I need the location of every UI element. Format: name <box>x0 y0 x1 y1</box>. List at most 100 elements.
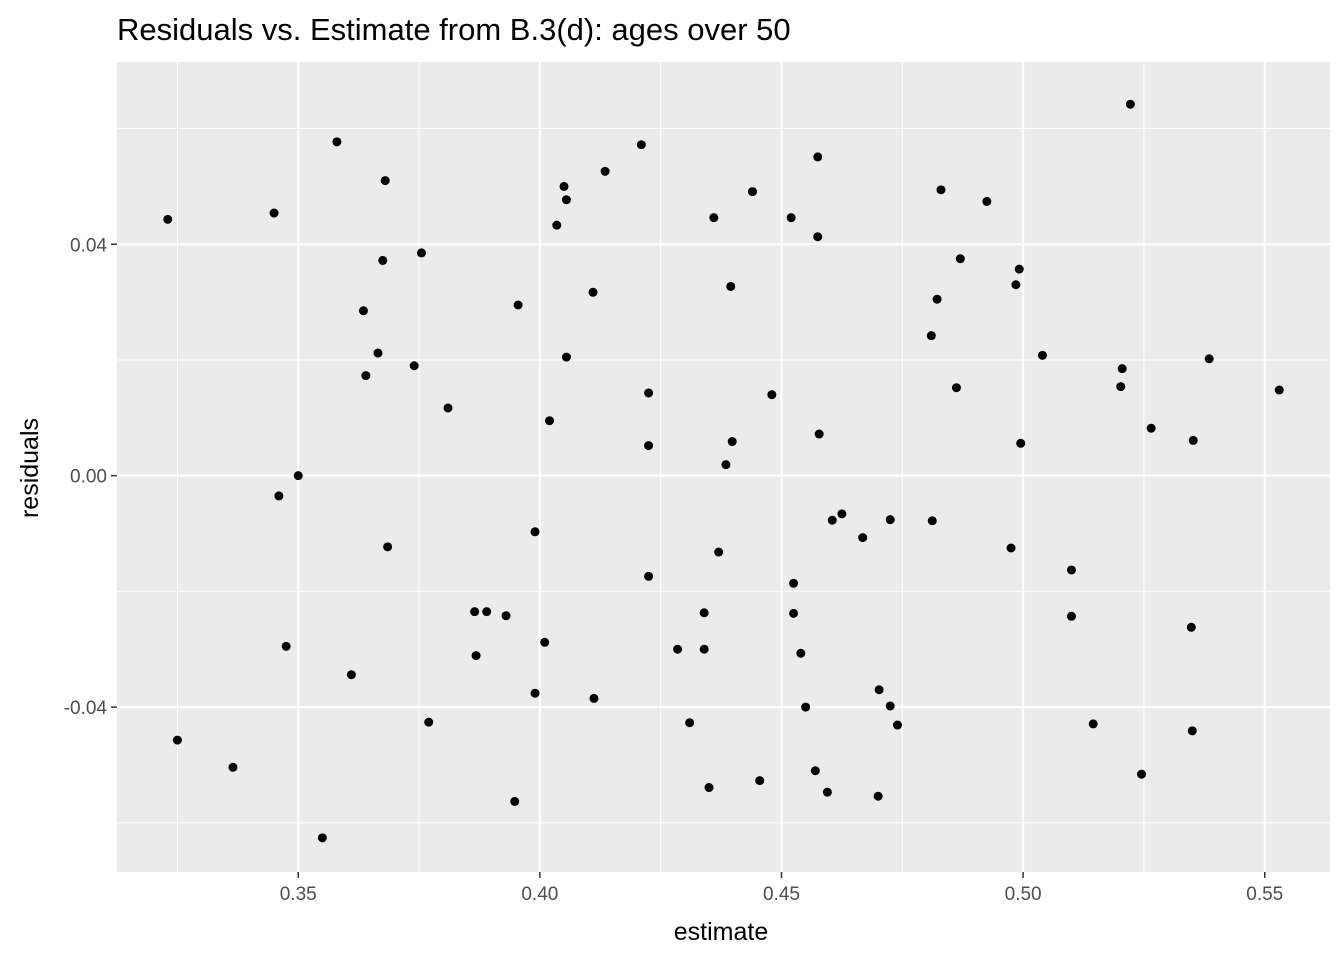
data-point <box>767 390 777 400</box>
data-point <box>1088 719 1098 729</box>
data-point <box>837 509 847 519</box>
data-point <box>409 361 419 371</box>
data-point <box>1014 264 1024 274</box>
data-point <box>932 294 942 304</box>
data-point <box>1037 350 1047 360</box>
x-axis-label: estimate <box>674 918 768 946</box>
data-point <box>281 641 291 651</box>
data-point <box>1116 382 1126 392</box>
data-point <box>589 693 599 703</box>
data-point <box>874 685 884 695</box>
data-point <box>588 287 598 297</box>
data-point <box>1188 435 1198 445</box>
data-point <box>545 416 555 426</box>
data-point <box>530 688 540 698</box>
data-point <box>789 578 799 588</box>
data-point <box>699 608 709 618</box>
data-point <box>1011 280 1021 290</box>
data-point <box>951 383 961 393</box>
data-point <box>600 166 610 176</box>
data-point <box>801 702 811 712</box>
data-point <box>644 571 654 581</box>
y-tick-label: -0.04 <box>64 698 108 719</box>
data-point <box>172 735 182 745</box>
data-point <box>789 608 799 618</box>
data-point <box>317 833 327 843</box>
data-point <box>636 140 646 150</box>
data-point <box>530 527 540 537</box>
data-point <box>982 196 992 206</box>
data-point <box>644 441 654 451</box>
data-point <box>1274 385 1284 395</box>
data-point <box>709 213 719 223</box>
data-point <box>796 648 806 658</box>
data-point <box>383 542 393 552</box>
data-point <box>814 429 824 439</box>
data-point <box>926 331 936 341</box>
data-point <box>927 516 937 526</box>
data-point <box>501 611 511 621</box>
data-point <box>482 607 492 617</box>
data-point <box>786 213 796 223</box>
y-tick-label: 0.00 <box>70 467 107 488</box>
data-point <box>470 607 480 617</box>
data-point <box>293 471 303 481</box>
data-point <box>727 437 737 447</box>
data-point <box>361 371 371 381</box>
data-point <box>443 403 453 413</box>
data-point <box>747 187 757 197</box>
data-point <box>228 762 238 772</box>
plot-panel <box>117 62 1330 872</box>
data-point <box>332 137 342 147</box>
data-point <box>955 254 965 264</box>
data-point <box>827 515 837 525</box>
data-point <box>378 255 388 265</box>
data-point <box>813 232 823 242</box>
data-point <box>274 491 284 501</box>
y-axis-label: residuals <box>16 418 44 518</box>
data-point <box>416 248 426 258</box>
data-point <box>810 766 820 776</box>
data-point <box>726 281 736 291</box>
data-point <box>559 181 569 191</box>
data-point <box>699 644 709 654</box>
data-point <box>704 783 714 793</box>
data-point <box>1186 622 1196 632</box>
data-point <box>552 220 562 230</box>
data-point <box>346 670 356 680</box>
data-point <box>858 533 868 543</box>
data-point <box>471 651 481 661</box>
x-tick-label: 0.45 <box>763 884 800 905</box>
data-point <box>673 644 683 654</box>
data-point <box>885 515 895 525</box>
x-tick-label: 0.35 <box>280 884 317 905</box>
data-point <box>685 718 695 728</box>
data-point <box>714 547 724 557</box>
x-tick-label: 0.55 <box>1246 884 1283 905</box>
data-point <box>892 720 902 730</box>
data-point <box>1066 611 1076 621</box>
data-point <box>1204 354 1214 364</box>
y-tick-label: 0.04 <box>70 235 107 256</box>
data-point <box>163 214 173 224</box>
data-point <box>373 348 383 358</box>
data-point <box>885 701 895 711</box>
data-point <box>721 460 731 470</box>
data-point <box>813 152 823 162</box>
data-point <box>540 637 550 647</box>
data-point <box>1006 543 1016 553</box>
y-axis: -0.04 0.00 0.04 <box>64 235 117 719</box>
data-point <box>1187 726 1197 736</box>
data-point <box>936 185 946 195</box>
data-point <box>1125 99 1135 109</box>
data-point <box>358 306 368 316</box>
x-axis: 0.35 0.40 0.45 0.50 0.55 <box>280 872 1283 905</box>
data-point <box>1066 565 1076 575</box>
data-point <box>1146 423 1156 433</box>
data-point <box>561 352 571 362</box>
data-point <box>822 787 832 797</box>
data-point <box>1117 364 1127 374</box>
data-point <box>1016 438 1026 448</box>
data-point <box>755 776 765 786</box>
